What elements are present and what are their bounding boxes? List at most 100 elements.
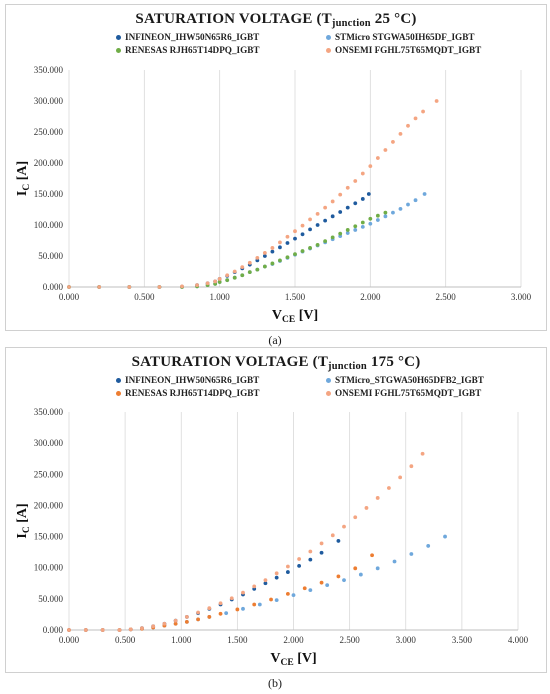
data-point xyxy=(360,171,365,176)
chart-panel-a: SATURATION VOLTAGE (Tjunction 25 °C) INF… xyxy=(5,4,547,331)
data-point xyxy=(225,278,230,283)
data-point xyxy=(270,261,275,266)
x-tick-label: 1.500 xyxy=(227,635,248,645)
x-tick-label: 0.000 xyxy=(59,292,80,302)
data-point xyxy=(323,205,328,210)
data-point xyxy=(241,606,245,611)
data-point xyxy=(342,578,346,583)
series-2 xyxy=(67,534,447,632)
data-point xyxy=(240,265,245,270)
legend-marker xyxy=(116,34,121,40)
data-point xyxy=(330,235,335,240)
legend-marker xyxy=(326,34,331,40)
series-2 xyxy=(67,192,427,289)
chart-panel-b: SATURATION VOLTAGE (Tjunction 175 °C) IN… xyxy=(5,347,547,673)
x-tick-label: 0.500 xyxy=(134,292,155,302)
x-tick-label: 4.000 xyxy=(508,635,529,645)
legend-entry: INFINEON_IHW50N65R6_IGBT xyxy=(116,32,259,42)
data-point xyxy=(196,610,200,615)
data-point xyxy=(252,602,257,607)
x-tick-label: 2.000 xyxy=(283,635,304,645)
data-point xyxy=(308,227,312,232)
data-point xyxy=(421,109,425,114)
data-point xyxy=(308,246,312,250)
data-point xyxy=(323,218,328,223)
data-point xyxy=(383,214,388,219)
data-point xyxy=(157,285,162,289)
data-point xyxy=(278,240,282,245)
data-point xyxy=(218,611,223,616)
series-3 xyxy=(67,553,374,632)
data-point xyxy=(383,210,388,215)
y-tick-label: 300.000 xyxy=(34,438,64,448)
y-axis-title: IC [A] xyxy=(15,161,32,196)
data-point xyxy=(360,197,365,201)
data-point xyxy=(330,214,335,219)
data-point xyxy=(263,581,268,586)
data-point xyxy=(375,218,380,222)
data-point xyxy=(217,280,222,284)
data-point xyxy=(293,236,297,241)
data-point xyxy=(443,534,447,539)
x-tick-label: 3.000 xyxy=(396,635,417,645)
data-point xyxy=(205,281,210,286)
y-tick-label: 350.000 xyxy=(34,65,64,75)
data-point xyxy=(67,285,71,289)
data-point xyxy=(184,620,189,624)
data-point xyxy=(240,273,245,278)
data-point xyxy=(151,624,156,629)
data-point xyxy=(285,570,290,574)
y-tick-label: 250.000 xyxy=(34,469,64,479)
data-point xyxy=(278,245,282,250)
legend-entry: STMicro STGWA50IH65DF_IGBT xyxy=(326,32,474,42)
y-tick-label: 350.000 xyxy=(34,407,64,417)
data-point xyxy=(285,591,290,596)
data-point xyxy=(409,464,414,469)
x-axis-title: VCE [V] xyxy=(270,651,316,668)
data-point xyxy=(262,254,267,258)
legend-marker xyxy=(326,390,331,396)
data-point xyxy=(315,223,320,227)
data-point xyxy=(297,557,302,561)
data-point xyxy=(330,199,335,204)
data-point xyxy=(293,252,297,257)
data-point xyxy=(196,617,200,622)
y-tick-label: 150.000 xyxy=(34,532,64,542)
data-point xyxy=(218,601,223,606)
series-3 xyxy=(67,210,388,289)
data-point xyxy=(391,140,395,144)
legend-entry: INFINEON_IHW50N65R6_IGBT xyxy=(116,375,259,385)
data-point xyxy=(338,231,343,236)
x-tick-label: 1.500 xyxy=(285,292,306,302)
data-point xyxy=(285,564,290,569)
data-point xyxy=(308,588,313,593)
data-point xyxy=(353,179,358,183)
data-point xyxy=(308,217,312,222)
data-point xyxy=(336,539,341,543)
y-tick-label: 300.000 xyxy=(34,96,64,106)
data-point xyxy=(241,590,245,595)
x-tick-label: 2.500 xyxy=(436,292,457,302)
series-4 xyxy=(67,451,425,632)
x-tick-label: 3.500 xyxy=(452,635,473,645)
data-point xyxy=(263,578,268,583)
legend-entry: STMicro_STGWA50H65DFB2_IGBT xyxy=(326,375,484,385)
legend-entry: RENESAS RJH65T14DPQ_IGBT xyxy=(116,388,260,398)
chart-title-a: SATURATION VOLTAGE (Tjunction 25 °C) xyxy=(135,11,417,29)
data-point xyxy=(173,618,178,623)
data-point xyxy=(100,628,105,632)
data-point xyxy=(83,628,88,632)
data-point xyxy=(338,210,343,214)
data-point xyxy=(353,228,358,232)
data-point xyxy=(413,198,418,203)
data-point xyxy=(184,615,189,619)
y-tick-label: 150.000 xyxy=(34,189,64,199)
data-point xyxy=(330,533,335,538)
y-tick-label: 250.000 xyxy=(34,127,64,137)
legend-marker xyxy=(116,390,121,396)
y-tick-label: 50.000 xyxy=(38,251,63,261)
data-point xyxy=(392,559,397,564)
data-point xyxy=(229,596,234,601)
legend-entry: ONSEMI FGHL75T65MQDT_IGBT xyxy=(326,388,481,398)
x-tick-label: 1.000 xyxy=(171,635,192,645)
